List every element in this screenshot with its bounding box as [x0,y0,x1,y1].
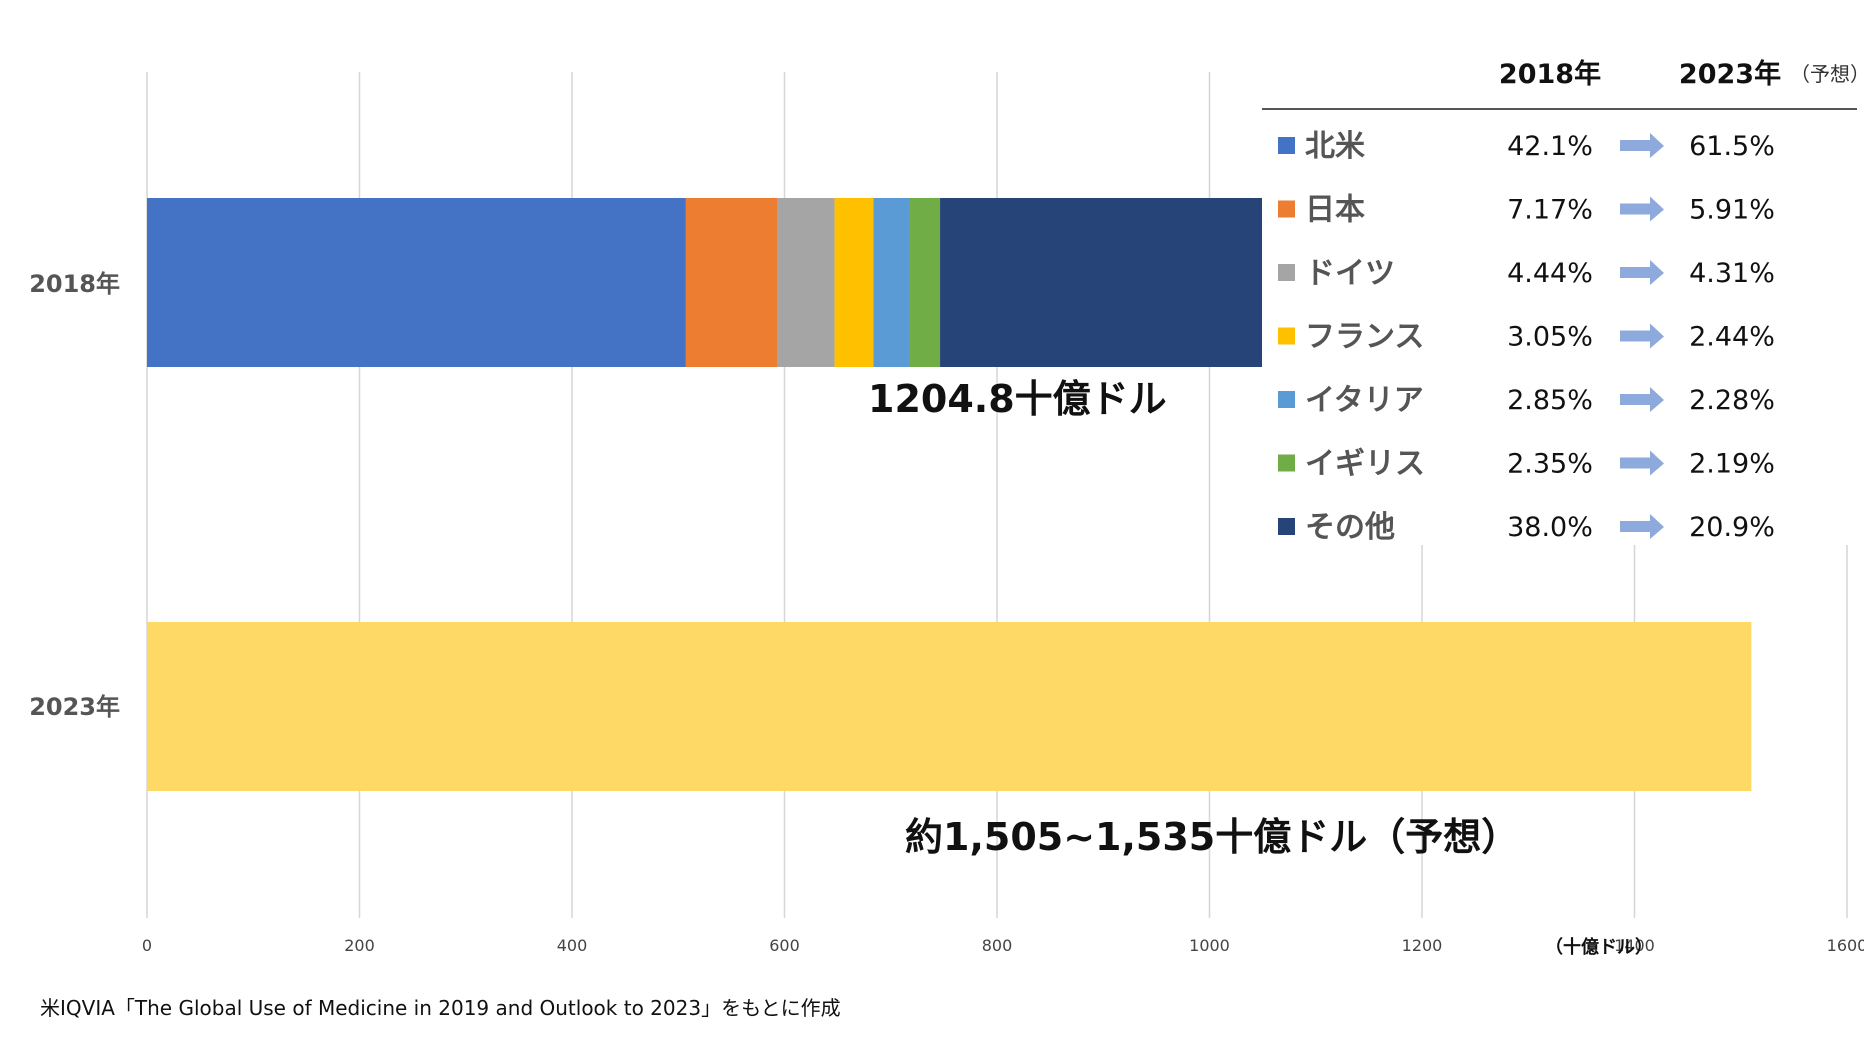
legend-value-2018: 4.44% [1507,258,1593,289]
category-label-2023: 2023年 [29,693,120,721]
bar-2018-segment-ドイツ [777,198,835,367]
legend-swatch-日本 [1278,200,1295,218]
legend-name: フランス [1305,320,1424,355]
legend-value-2018: 42.1% [1507,131,1593,162]
bar-2023 [147,622,1752,791]
x-tick-label: 1600 [1827,936,1864,955]
legend-swatch-イタリア [1278,391,1295,408]
legend-value-2023: 2.28% [1689,385,1775,416]
legend-value-2023: 5.91% [1689,195,1775,226]
legend-value-2018: 2.35% [1507,449,1593,480]
arrow-right-icon [1620,450,1664,476]
legend-value-2023: 2.19% [1689,449,1775,480]
legend-value-2023: 4.31% [1689,258,1775,289]
category-label-2018: 2018年 [29,270,120,298]
bar-2018-segment-イギリス [909,198,941,367]
legend-value-2023: 2.44% [1689,322,1775,353]
legend-value-2018: 2.85% [1507,385,1593,416]
legend-name: その他 [1305,510,1395,545]
x-tick-label: 1200 [1402,936,1443,955]
legend-name: 日本 [1305,193,1365,228]
arrow-right-icon [1620,387,1664,412]
x-tick-label: 1400 [1614,936,1655,955]
legend-name: イタリア [1305,383,1424,418]
legend-header-2023-note: （予想） [1790,62,1864,86]
legend-swatch-北米 [1278,137,1295,154]
legend-header-2023: 2023年 [1679,58,1781,90]
legend-value-2018: 38.0% [1507,512,1593,543]
legend-name: 北米 [1305,129,1365,164]
legend-value-2023: 61.5% [1689,131,1775,162]
legend-name: ドイツ [1305,256,1395,291]
x-tick-label: 800 [982,936,1013,955]
x-tick-label: 0 [142,936,152,955]
x-tick-label: 1000 [1189,936,1230,955]
arrow-right-icon [1620,323,1664,349]
bar-2018-segment-北米 [147,198,686,367]
total-label-2018: 1204.8十億ドル [868,377,1167,421]
bar-2018-segment-イタリア [873,198,910,367]
x-tick-label: 600 [769,936,800,955]
legend-background [1262,40,1864,545]
legend-value-2018: 3.05% [1507,322,1593,353]
legend-name: イギリス [1305,447,1425,482]
bar-2018-segment-フランス [834,198,874,367]
arrow-right-icon [1620,514,1664,539]
legend-value-2023: 20.9% [1689,512,1775,543]
legend-value-2018: 7.17% [1507,195,1593,226]
legend-swatch-その他 [1278,518,1295,535]
source-note: 米IQVIA「The Global Use of Medicine in 201… [40,996,841,1020]
arrow-right-icon [1620,260,1664,285]
x-axis-unit: （十億ドル） [1545,936,1653,958]
legend-header-2018: 2018年 [1499,58,1601,90]
arrow-right-icon [1620,196,1664,222]
x-tick-label: 400 [557,936,588,955]
bar-2018-segment-日本 [685,198,778,367]
legend-swatch-イギリス [1278,454,1295,472]
x-tick-label: 200 [344,936,375,955]
arrow-right-icon [1620,133,1664,158]
total-label-2023: 約1,505~1,535十億ドル（予想） [905,815,1519,859]
legend-swatch-フランス [1278,327,1295,345]
legend-swatch-ドイツ [1278,264,1295,281]
